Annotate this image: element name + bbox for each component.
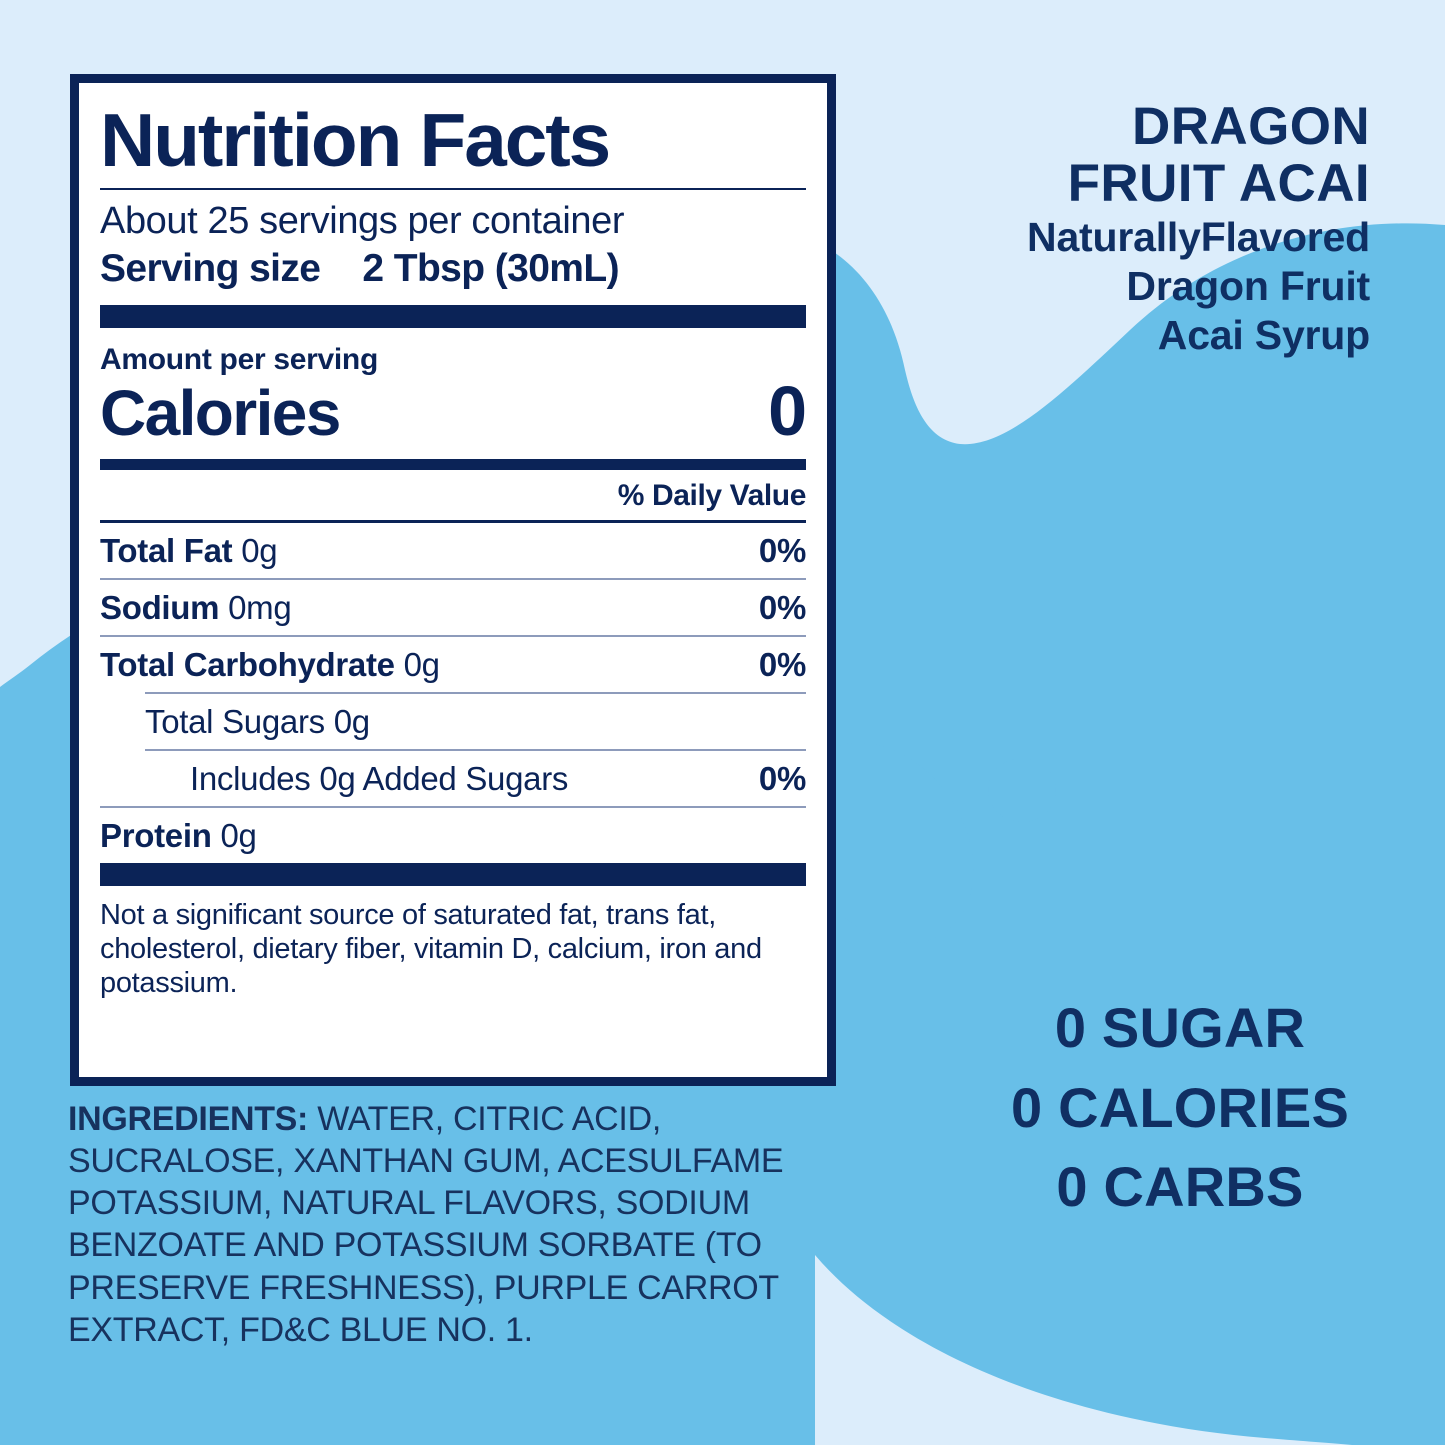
product-subtitle-line-1: NaturallyFlavored (1027, 214, 1370, 261)
table-row: Total Carbohydrate 0g 0% (100, 637, 806, 692)
calories-value: 0 (768, 372, 807, 451)
splash-droplet-small (988, 758, 1056, 822)
splash-lower-cutout (815, 1255, 1352, 1445)
product-subtitle-line-2: Dragon Fruit (1126, 263, 1370, 310)
nutrient-name-amount: Total Sugars 0g (145, 703, 370, 741)
nutrient-daily-value: 0% (758, 760, 806, 798)
nutrition-facts-title: Nutrition Facts (100, 98, 611, 182)
nutrient-daily-value: 0% (758, 589, 806, 627)
nutrient-daily-value: 0% (758, 532, 806, 570)
product-name-line-1: DRAGON (1132, 97, 1370, 156)
nutrient-daily-value: 0% (758, 646, 806, 684)
nutrient-name-amount: Protein 0g (100, 817, 257, 855)
servings-per-container: About 25 servings per container (100, 200, 625, 243)
nutrition-footnote: Not a significant source of saturated fa… (100, 899, 762, 999)
serving-size-label: Serving size (100, 247, 321, 291)
calories-divider-bar (100, 459, 806, 471)
protein-divider-bar (100, 863, 806, 887)
serving-size-row: Serving size 2 Tbsp (30mL) (100, 247, 806, 291)
nutrient-name-amount: Total Carbohydrate 0g (100, 646, 440, 684)
claim-zero-sugar: 0 SUGAR (1054, 996, 1306, 1059)
nutrient-name-amount: Includes 0g Added Sugars (190, 760, 569, 798)
daily-value-header: % Daily Value (617, 479, 807, 513)
table-row: Includes 0g Added Sugars 0% (100, 751, 806, 806)
claims-block: 0 SUGAR 0 CALORIES 0 CARBS (930, 988, 1430, 1227)
claim-zero-carbs: 0 CARBS (1056, 1155, 1304, 1219)
serving-size-value: 2 Tbsp (30mL) (362, 247, 619, 291)
product-name-line-2: FRUIT ACAI (1067, 154, 1370, 214)
claim-zero-calories: 0 CALORIES (1010, 1075, 1350, 1139)
table-row: Total Fat 0g 0% (100, 523, 806, 578)
ingredients-block: INGREDIENTS: WATER, CITRIC ACID, SUCRALO… (68, 1098, 868, 1351)
table-row: Sodium 0mg 0% (100, 580, 806, 635)
calories-label: Calories (100, 377, 341, 450)
nutrient-name-amount: Total Fat 0g (100, 532, 278, 570)
serving-size-divider-bar (100, 305, 806, 329)
title-divider (100, 188, 806, 191)
table-row: Total Sugars 0g (100, 694, 806, 749)
nutrient-name-amount: Sodium 0mg (100, 589, 292, 627)
product-name-block: DRAGON FRUIT ACAI NaturallyFlavored Drag… (950, 98, 1370, 359)
nutrition-facts-panel: Nutrition Facts About 25 servings per co… (70, 74, 836, 1086)
product-subtitle-line-3: Acai Syrup (1157, 311, 1370, 358)
table-row: Protein 0g (100, 808, 806, 863)
ingredients-heading: INGREDIENTS: (68, 1100, 309, 1138)
calories-row: Calories 0 (100, 371, 807, 451)
